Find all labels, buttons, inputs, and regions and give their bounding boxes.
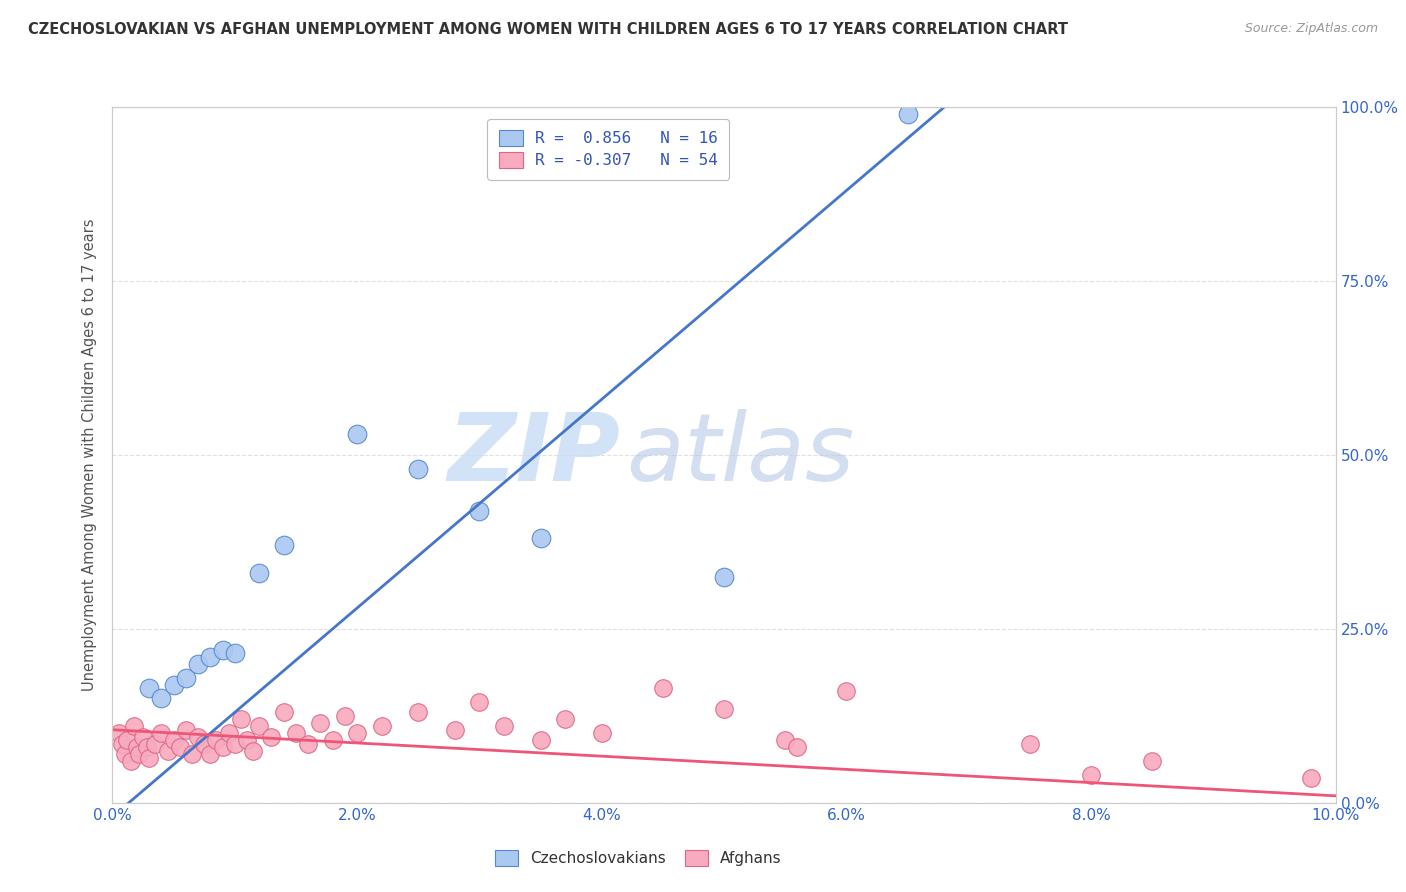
Point bbox=[529, 733, 551, 747]
Point bbox=[247, 719, 270, 733]
Point bbox=[163, 733, 186, 747]
Point bbox=[468, 503, 491, 517]
Point bbox=[218, 726, 240, 740]
Point bbox=[309, 715, 332, 730]
Point bbox=[193, 737, 215, 751]
Point bbox=[200, 747, 222, 761]
Point bbox=[236, 733, 259, 747]
Point bbox=[224, 737, 246, 751]
Point bbox=[786, 740, 808, 755]
Point bbox=[187, 730, 209, 744]
Point bbox=[273, 706, 295, 720]
Point bbox=[529, 532, 551, 546]
Point bbox=[1142, 754, 1164, 768]
Point bbox=[713, 702, 735, 716]
Point bbox=[492, 719, 515, 733]
Text: atlas: atlas bbox=[626, 409, 855, 500]
Point bbox=[211, 740, 233, 755]
Point bbox=[247, 566, 270, 581]
Point bbox=[554, 712, 576, 726]
Legend: Czechoslovakians, Afghans: Czechoslovakians, Afghans bbox=[486, 841, 790, 875]
Point bbox=[120, 754, 142, 768]
Point bbox=[124, 719, 146, 733]
Point bbox=[163, 677, 186, 691]
Point bbox=[591, 726, 613, 740]
Point bbox=[125, 740, 148, 755]
Y-axis label: Unemployment Among Women with Children Ages 6 to 17 years: Unemployment Among Women with Children A… bbox=[82, 219, 97, 691]
Point bbox=[107, 726, 129, 740]
Point bbox=[284, 726, 308, 740]
Point bbox=[135, 740, 157, 755]
Point bbox=[174, 723, 197, 737]
Point bbox=[1018, 737, 1040, 751]
Point bbox=[114, 747, 136, 761]
Point bbox=[181, 747, 204, 761]
Point bbox=[205, 733, 228, 747]
Point bbox=[111, 737, 134, 751]
Point bbox=[652, 681, 675, 695]
Point bbox=[187, 657, 209, 671]
Point bbox=[773, 733, 796, 747]
Point bbox=[174, 671, 197, 685]
Point bbox=[713, 570, 735, 584]
Point bbox=[1301, 772, 1323, 786]
Point bbox=[408, 706, 430, 720]
Point bbox=[322, 733, 344, 747]
Point bbox=[370, 719, 392, 733]
Point bbox=[346, 427, 368, 442]
Point bbox=[138, 750, 160, 764]
Point bbox=[346, 726, 368, 740]
Point bbox=[156, 744, 179, 758]
Point bbox=[115, 733, 138, 747]
Point bbox=[150, 691, 173, 706]
Point bbox=[224, 646, 246, 660]
Point bbox=[211, 642, 233, 657]
Point bbox=[408, 462, 430, 476]
Text: CZECHOSLOVAKIAN VS AFGHAN UNEMPLOYMENT AMONG WOMEN WITH CHILDREN AGES 6 TO 17 YE: CZECHOSLOVAKIAN VS AFGHAN UNEMPLOYMENT A… bbox=[28, 22, 1069, 37]
Text: Source: ZipAtlas.com: Source: ZipAtlas.com bbox=[1244, 22, 1378, 36]
Point bbox=[229, 712, 252, 726]
Point bbox=[143, 737, 166, 751]
Point bbox=[200, 649, 222, 664]
Point bbox=[468, 695, 491, 709]
Text: ZIP: ZIP bbox=[447, 409, 620, 501]
Point bbox=[132, 730, 155, 744]
Point bbox=[444, 723, 467, 737]
Point bbox=[150, 726, 173, 740]
Point bbox=[897, 107, 920, 121]
Point bbox=[1080, 768, 1102, 782]
Point bbox=[835, 684, 858, 698]
Point bbox=[273, 538, 295, 552]
Point bbox=[138, 681, 160, 695]
Point bbox=[128, 747, 150, 761]
Point bbox=[260, 730, 283, 744]
Point bbox=[297, 737, 319, 751]
Point bbox=[333, 708, 356, 723]
Point bbox=[242, 744, 264, 758]
Point bbox=[169, 740, 191, 755]
